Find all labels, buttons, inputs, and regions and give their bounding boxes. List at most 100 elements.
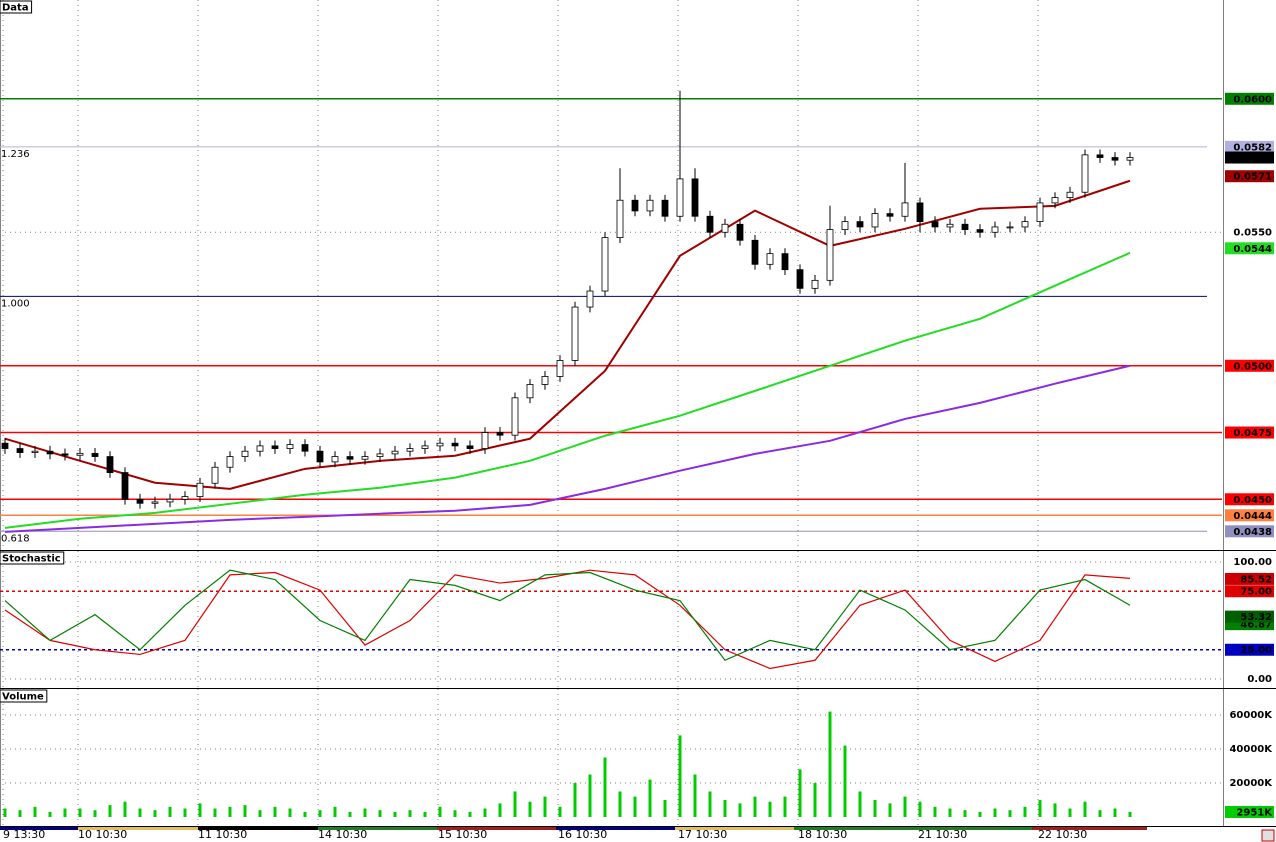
volume-bar: [843, 745, 847, 817]
candle-body: [511, 397, 519, 436]
volume-bar: [1098, 810, 1102, 817]
price-label-box: [1225, 92, 1274, 105]
candle-body: [946, 223, 954, 228]
volume-bar: [663, 799, 667, 817]
volume-bar: [588, 774, 592, 817]
candle-body: [241, 450, 249, 457]
volume-bar: [798, 769, 802, 817]
price-label-box: [1225, 572, 1274, 585]
volume-bar: [228, 806, 232, 817]
candle-body: [1111, 157, 1119, 161]
price-label-box: [1225, 170, 1274, 183]
price-label-box: [1225, 525, 1274, 538]
candle-body: [391, 450, 399, 455]
volume-bar: [18, 810, 22, 817]
volume-bar: [573, 782, 577, 817]
candle-body: [106, 456, 114, 473]
volume-bar: [693, 774, 697, 817]
x-tick-label: 22 10:30: [1038, 828, 1087, 841]
y-tick-label: 100.00: [1233, 557, 1272, 568]
x-tick-label: 17 10:30: [678, 828, 727, 841]
price-label-box: [1225, 585, 1274, 598]
x-tick-label: 21 10:30: [918, 828, 967, 841]
candle-body: [481, 432, 489, 449]
volume-bar: [273, 806, 277, 817]
y-tick-label: 0.00: [1247, 674, 1272, 685]
volume-bar: [633, 796, 637, 817]
candle-body: [301, 444, 309, 452]
price-label-box: [1225, 359, 1274, 372]
candle-body: [466, 445, 474, 449]
panel-title-box: [0, 689, 48, 703]
candle-body: [451, 442, 459, 447]
candle-body: [541, 376, 549, 385]
volume-bar: [873, 799, 877, 817]
candle-body: [256, 445, 264, 452]
moving-average: [4, 251, 1131, 529]
candle-body: [691, 178, 699, 217]
price-label: 53.32: [1240, 612, 1272, 623]
candle-body: [601, 237, 609, 292]
candle-body: [586, 290, 594, 308]
volume-bar: [438, 806, 442, 817]
volume-bar: [618, 791, 622, 817]
y-tick-label: 20000K: [1229, 778, 1273, 789]
volume-bar: [648, 779, 652, 817]
moving-average: [4, 364, 1131, 533]
candle-body: [346, 456, 354, 460]
candle-body: [361, 456, 369, 460]
volume-bar: [513, 791, 517, 817]
price-label-box: [1225, 509, 1274, 522]
candle-body: [1036, 202, 1044, 223]
volume-bar: [783, 796, 787, 817]
volume-bar: [813, 782, 817, 817]
volume-bar: [243, 805, 247, 817]
price-label: 46.87: [1240, 620, 1272, 631]
volume-bar: [213, 808, 217, 817]
candle-body: [901, 202, 909, 217]
volume-bar: [1038, 799, 1042, 817]
candle-body: [631, 199, 639, 212]
volume-bar: [78, 808, 82, 817]
volume-bar: [288, 808, 292, 817]
volume-bar: [933, 806, 937, 817]
candle-body: [1006, 226, 1014, 229]
volume-bar: [378, 810, 382, 817]
y-tick-label: 40000K: [1229, 744, 1273, 755]
volume-bar: [153, 810, 157, 817]
volume-bar: [93, 810, 97, 817]
candle-body: [661, 199, 669, 217]
candle-body: [376, 453, 384, 457]
candle-body: [76, 452, 84, 456]
candle-body: [1096, 154, 1104, 158]
candle-body: [1, 442, 9, 449]
volume-bar: [138, 808, 142, 817]
volume-bar: [1053, 803, 1057, 817]
price-label-box: [1225, 140, 1274, 153]
candle-body: [616, 199, 624, 239]
volume-bar: [123, 801, 127, 817]
candle-body: [781, 253, 789, 271]
candle-body: [421, 445, 429, 449]
fib-label: 1.236: [1, 149, 30, 160]
price-label: 0.0544: [1233, 244, 1272, 255]
fib-label: 0.618: [1, 533, 30, 544]
panel-title: Data: [2, 3, 29, 14]
volume-bar: [318, 810, 322, 817]
date-segment: [437, 827, 556, 830]
volume-bar: [558, 806, 562, 817]
price-label: 0.0571: [1233, 172, 1272, 183]
candle-body: [991, 226, 999, 233]
candle-body: [151, 501, 159, 504]
candle-body: [706, 215, 714, 233]
candle-body: [676, 178, 684, 217]
candle-body: [931, 221, 939, 228]
volume-bar: [1113, 808, 1117, 817]
date-segment: [198, 827, 318, 830]
axis-area: [1224, 0, 1276, 842]
scroll-button[interactable]: [1261, 829, 1275, 842]
price-label: 25.00: [1240, 645, 1272, 656]
price-label-box: [1225, 426, 1274, 439]
candle-body: [751, 239, 759, 265]
